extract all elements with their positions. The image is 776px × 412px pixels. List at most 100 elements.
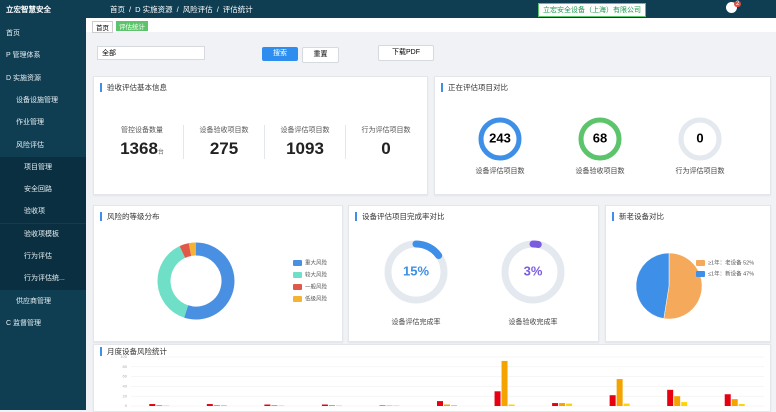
- y-tick-label: 60: [123, 374, 128, 379]
- gauge-value: 15%: [403, 263, 429, 278]
- menu-item[interactable]: C 监督管理: [0, 313, 86, 335]
- chart: ≥1年：老设备 52%≤1年：新设备 47%: [606, 206, 770, 341]
- stat: 设备评估项目数 1093: [264, 125, 345, 159]
- donut-slice: [164, 252, 186, 311]
- menu-item[interactable]: 行为评估统...: [0, 268, 86, 290]
- menu-item[interactable]: 风险评估: [0, 135, 86, 157]
- menu-label: P 管理体系: [0, 52, 41, 59]
- legend-label: 重大风险: [305, 258, 328, 266]
- y-tick-label: 40: [123, 383, 128, 388]
- menu-label: 首页: [0, 30, 20, 37]
- gauge-label: 设备评估完成率: [392, 317, 441, 326]
- search-button[interactable]: 搜索: [262, 47, 298, 61]
- bar: [502, 361, 508, 406]
- menu-label: 设备设施管理: [0, 97, 58, 104]
- stat-value-row: 1368台: [102, 139, 182, 159]
- ring-label: 行为评估项目数: [676, 166, 725, 175]
- menu-label: C 监督管理: [0, 320, 41, 327]
- legend-label: 较大风险: [305, 270, 328, 278]
- menu-label: 供应商管理: [0, 298, 51, 305]
- bar: [674, 396, 680, 406]
- bar: [156, 405, 162, 406]
- stat-label: 设备评估项目数: [265, 125, 345, 135]
- menu-item[interactable]: 作业管理: [0, 112, 86, 134]
- ring-value: 0: [696, 130, 703, 145]
- legend-swatch: [293, 296, 302, 302]
- menu-label: 风险评估: [0, 142, 44, 149]
- bar: [559, 403, 565, 406]
- legend-swatch: [293, 272, 302, 278]
- menu-label: 验收项模板: [0, 231, 59, 238]
- bar: [681, 402, 687, 406]
- bar: [495, 391, 501, 406]
- reset-button[interactable]: 重置: [302, 47, 339, 63]
- menu-label: 项目管理: [0, 164, 52, 171]
- menu-item[interactable]: 行为评估: [0, 246, 86, 268]
- card-title: 验收评估基本信息: [100, 83, 167, 92]
- legend-swatch: [696, 271, 705, 277]
- select[interactable]: 全部: [97, 46, 205, 60]
- top-bar: 首页/D 实施资源/风险评估/评估统计 立宏安全设备（上海）有限公司 2: [86, 0, 776, 18]
- menu-item[interactable]: 供应商管理: [0, 291, 86, 313]
- bar: [624, 404, 630, 406]
- legend-label: 一般风险: [305, 282, 328, 290]
- tab[interactable]: 首页: [92, 21, 113, 33]
- y-tick-label: 0: [125, 403, 128, 408]
- menu-label: 作业管理: [0, 119, 44, 126]
- sidebar: 立宏智慧安全 首页 P 管理体系 D 实施资源设备设施管理作业管理风险评估项目管理安…: [0, 0, 86, 410]
- menu-label: 行为评估统...: [0, 275, 65, 282]
- y-tick-label: 80: [123, 364, 128, 369]
- breadcrumb: 首页/D 实施资源/风险评估/评估统计: [110, 4, 253, 15]
- ring-label: 设备验收项目数: [576, 166, 625, 175]
- donut-slice: [190, 249, 196, 250]
- company-button[interactable]: 立宏安全设备（上海）有限公司: [538, 3, 646, 17]
- gauge-label: 设备验收完成率: [509, 317, 558, 326]
- bar: [509, 405, 515, 406]
- bar: [739, 404, 745, 406]
- separator: /: [173, 5, 183, 14]
- legend-swatch: [293, 260, 302, 266]
- bar: [264, 405, 270, 406]
- download-button[interactable]: 下载PDF: [378, 45, 434, 61]
- menu-item[interactable]: 首页: [0, 23, 86, 45]
- ring-value: 68: [593, 130, 607, 145]
- menu-label: D 实施资源: [0, 75, 41, 82]
- gauge-arc: [416, 244, 439, 256]
- menu-label: 行为评估: [0, 253, 52, 260]
- legend-swatch: [696, 260, 705, 266]
- menu-item[interactable]: 验收项模板: [0, 224, 86, 246]
- tab-active[interactable]: 评估统计: [116, 21, 148, 31]
- bar: [437, 401, 443, 406]
- legend-label: 低级风险: [305, 294, 328, 302]
- brand: 立宏智慧安全: [6, 4, 51, 15]
- stat-value-row: 0: [346, 139, 426, 159]
- menu-item[interactable]: 安全回路: [0, 179, 86, 201]
- menu-item[interactable]: 设备设施管理: [0, 90, 86, 112]
- crumb[interactable]: 风险评估: [183, 5, 213, 14]
- crumb[interactable]: D 实施资源: [135, 5, 173, 14]
- ring-label: 设备评估项目数: [476, 166, 525, 175]
- stat-value: 1093: [286, 139, 324, 158]
- bar: [149, 404, 155, 406]
- menu-item[interactable]: D 实施资源: [0, 68, 86, 90]
- y-tick-label: 20: [123, 393, 128, 398]
- bar: [444, 405, 450, 406]
- legend-label: ≤1年：新设备 47%: [708, 269, 754, 277]
- menu-item[interactable]: 项目管理: [0, 157, 86, 179]
- bar: [610, 395, 616, 406]
- menu-label: 验收项: [0, 208, 45, 215]
- separator: /: [213, 5, 223, 14]
- bar: [271, 405, 277, 406]
- crumb[interactable]: 首页: [110, 5, 125, 14]
- menu-item[interactable]: P 管理体系: [0, 45, 86, 67]
- donut-slice: [182, 250, 190, 252]
- menu-item[interactable]: 验收项: [0, 201, 86, 223]
- menu-label: 安全回路: [0, 186, 52, 193]
- badge: 2: [734, 1, 741, 7]
